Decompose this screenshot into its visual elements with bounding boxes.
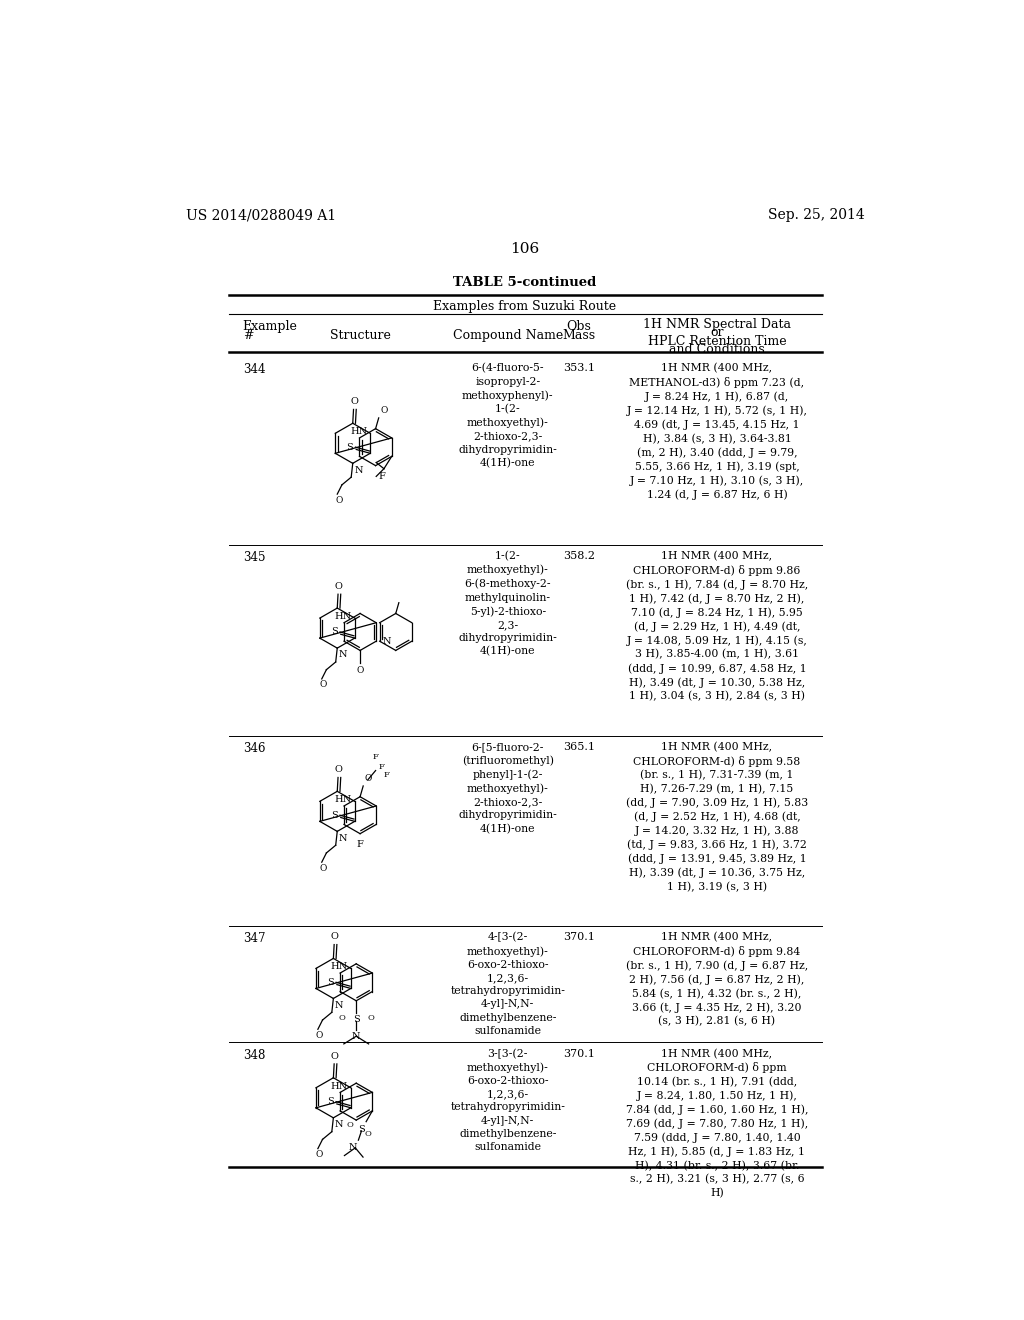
Text: O: O <box>319 863 327 873</box>
Text: 365.1: 365.1 <box>563 742 595 752</box>
Text: HN: HN <box>331 1082 348 1090</box>
Text: F: F <box>373 754 379 762</box>
Text: 370.1: 370.1 <box>563 1048 595 1059</box>
Text: 345: 345 <box>243 552 265 564</box>
Text: F: F <box>356 840 364 849</box>
Text: O: O <box>380 405 388 414</box>
Text: 1H NMR (400 MHz,
CHLOROFORM-d) δ ppm 9.84
(br. s., 1 H), 7.90 (d, J = 6.87 Hz,
2: 1H NMR (400 MHz, CHLOROFORM-d) δ ppm 9.8… <box>626 932 808 1027</box>
Text: O: O <box>335 496 342 504</box>
Text: HN: HN <box>331 962 348 972</box>
Text: N: N <box>339 651 347 660</box>
Text: HN: HN <box>335 796 351 804</box>
Text: 4-[3-(2-
methoxyethyl)-
6-oxo-2-thioxo-
1,2,3,6-
tetrahydropyrimidin-
4-yl]-N,N-: 4-[3-(2- methoxyethyl)- 6-oxo-2-thioxo- … <box>451 932 565 1036</box>
Text: 1H NMR (400 MHz,
CHLOROFORM-d) δ ppm
10.14 (br. s., 1 H), 7.91 (ddd,
J = 8.24, 1: 1H NMR (400 MHz, CHLOROFORM-d) δ ppm 10.… <box>626 1048 808 1199</box>
Text: S: S <box>331 627 338 636</box>
Text: N: N <box>352 1032 360 1040</box>
Text: Examples from Suzuki Route: Examples from Suzuki Route <box>433 300 616 313</box>
Text: and Conditions: and Conditions <box>669 343 765 356</box>
Text: N: N <box>335 1001 343 1010</box>
Text: 1-(2-
methoxyethyl)-
6-(8-methoxy-2-
methylquinolin-
5-yl)-2-thioxo-
2,3-
dihydr: 1-(2- methoxyethyl)- 6-(8-methoxy-2- met… <box>459 552 557 656</box>
Text: 348: 348 <box>243 1048 265 1061</box>
Text: 1H NMR (400 MHz,
METHANOL-d3) δ ppm 7.23 (d,
J = 8.24 Hz, 1 H), 6.87 (d,
J = 12.: 1H NMR (400 MHz, METHANOL-d3) δ ppm 7.23… <box>627 363 808 500</box>
Text: O: O <box>367 1014 374 1022</box>
Text: S: S <box>327 978 334 987</box>
Text: F: F <box>379 763 385 771</box>
Text: O: O <box>356 665 364 675</box>
Text: 106: 106 <box>510 242 540 256</box>
Text: O: O <box>315 1150 324 1159</box>
Text: #: # <box>243 330 253 342</box>
Text: Sep. 25, 2014: Sep. 25, 2014 <box>768 209 864 223</box>
Text: O: O <box>365 774 372 783</box>
Text: N: N <box>354 466 362 475</box>
Text: N: N <box>383 636 391 645</box>
Text: 6-[5-fluoro-2-
(trifluoromethyl)
phenyl]-1-(2-
methoxyethyl)-
2-thioxo-2,3-
dihy: 6-[5-fluoro-2- (trifluoromethyl) phenyl]… <box>459 742 557 834</box>
Text: 6-(4-fluoro-5-
isopropyl-2-
methoxyphenyl)-
1-(2-
methoxyethyl)-
2-thioxo-2,3-
d: 6-(4-fluoro-5- isopropyl-2- methoxypheny… <box>459 363 557 469</box>
Text: S: S <box>331 810 338 820</box>
Text: HPLC Retention Time: HPLC Retention Time <box>648 335 786 347</box>
Text: S: S <box>353 1015 359 1023</box>
Text: O: O <box>350 397 358 407</box>
Text: O: O <box>315 1031 324 1040</box>
Text: O: O <box>365 1130 372 1138</box>
Text: HN: HN <box>350 428 367 436</box>
Text: or: or <box>711 326 724 339</box>
Text: Mass: Mass <box>562 330 596 342</box>
Text: 346: 346 <box>243 742 265 755</box>
Text: F: F <box>383 771 389 779</box>
Text: US 2014/0288049 A1: US 2014/0288049 A1 <box>186 209 336 223</box>
Text: S: S <box>327 1097 334 1106</box>
Text: O: O <box>339 1014 345 1022</box>
Text: N: N <box>335 1121 343 1129</box>
Text: 1H NMR Spectral Data: 1H NMR Spectral Data <box>643 318 791 331</box>
Text: Structure: Structure <box>330 330 391 342</box>
Text: 344: 344 <box>243 363 265 376</box>
Text: Compound Name: Compound Name <box>453 330 563 342</box>
Text: O: O <box>331 1052 339 1061</box>
Text: 1H NMR (400 MHz,
CHLOROFORM-d) δ ppm 9.58
(br. s., 1 H), 7.31-7.39 (m, 1
H), 7.2: 1H NMR (400 MHz, CHLOROFORM-d) δ ppm 9.5… <box>626 742 808 892</box>
Text: TABLE 5-continued: TABLE 5-continued <box>454 276 596 289</box>
Text: S: S <box>357 1125 365 1134</box>
Text: S: S <box>346 442 353 451</box>
Text: HN: HN <box>335 612 351 620</box>
Text: O: O <box>335 582 343 591</box>
Text: O: O <box>331 932 339 941</box>
Text: O: O <box>319 681 327 689</box>
Text: O: O <box>335 766 343 775</box>
Text: 358.2: 358.2 <box>563 552 595 561</box>
Text: 347: 347 <box>243 932 265 945</box>
Text: F: F <box>379 471 386 480</box>
Text: 3-[3-(2-
methoxyethyl)-
6-oxo-2-thioxo-
1,2,3,6-
tetrahydropyrimidin-
4-yl]-N,N-: 3-[3-(2- methoxyethyl)- 6-oxo-2-thioxo- … <box>451 1048 565 1152</box>
Text: 370.1: 370.1 <box>563 932 595 942</box>
Text: N: N <box>348 1143 356 1152</box>
Text: 353.1: 353.1 <box>563 363 595 374</box>
Text: O: O <box>347 1121 353 1129</box>
Text: 1H NMR (400 MHz,
CHLOROFORM-d) δ ppm 9.86
(br. s., 1 H), 7.84 (d, J = 8.70 Hz,
1: 1H NMR (400 MHz, CHLOROFORM-d) δ ppm 9.8… <box>626 552 808 701</box>
Text: Example: Example <box>243 321 298 333</box>
Text: N: N <box>339 834 347 842</box>
Text: Obs: Obs <box>566 321 592 333</box>
